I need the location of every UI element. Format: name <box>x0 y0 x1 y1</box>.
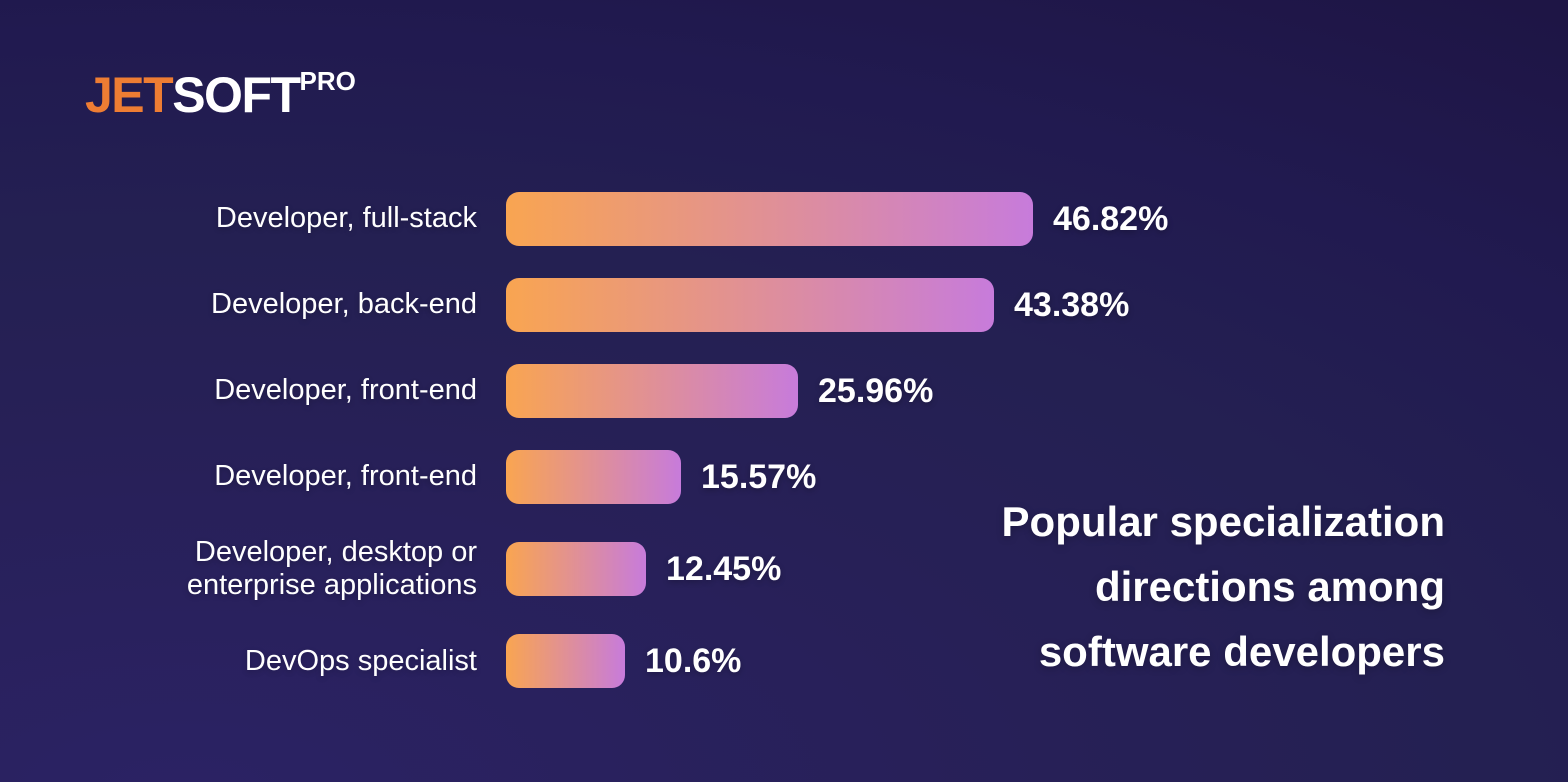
bar-value: 12.45% <box>666 549 782 588</box>
logo-soft-text: SOFT <box>172 67 301 123</box>
bar-label: DevOps specialist <box>244 644 477 677</box>
jetsoftpro-logo: JETSOFTPRO <box>85 68 356 120</box>
bar-label: Developer, front-end <box>214 374 477 407</box>
bar-label: Developer, front-end <box>214 460 477 493</box>
bar <box>506 278 994 332</box>
bar-label: Developer, back-end <box>211 288 477 321</box>
bar <box>506 364 798 418</box>
chart-title-line: directions among <box>1094 563 1445 610</box>
bar-value: 15.57% <box>701 457 817 496</box>
chart-row: Developer, back-end 43.38% <box>117 278 1168 332</box>
bar-chart: Developer, full-stack 46.82% Developer, … <box>117 192 1168 689</box>
chart-row: Developer, front-end 25.96% <box>117 364 1168 418</box>
logo-jet-text: JET <box>85 67 174 123</box>
bar-label: Developer, full-stack <box>215 202 477 235</box>
chart-row: Developer, full-stack 46.82% <box>117 192 1168 246</box>
bar-value: 46.82% <box>1053 199 1169 238</box>
bar-value: 43.38% <box>1014 285 1130 324</box>
chart-title-line: software developers <box>1038 628 1445 675</box>
bar-value: 25.96% <box>818 371 934 410</box>
logo-pro-text: PRO <box>299 66 356 96</box>
chart-title: Popular specialization directions among … <box>1002 489 1445 684</box>
bar <box>506 192 1033 246</box>
bar <box>506 542 646 597</box>
chart-row: Developer, front-end 15.57% <box>117 450 1168 504</box>
bar-label: Developer, desktop or enterprise applica… <box>186 536 477 602</box>
chart-row: Developer, desktop or enterprise applica… <box>117 536 1168 602</box>
chart-title-line: Popular specialization <box>1001 498 1445 545</box>
bar <box>506 450 681 504</box>
chart-row: DevOps specialist 10.6% <box>117 634 1168 689</box>
bar <box>506 634 625 689</box>
bar-value: 10.6% <box>645 641 742 680</box>
